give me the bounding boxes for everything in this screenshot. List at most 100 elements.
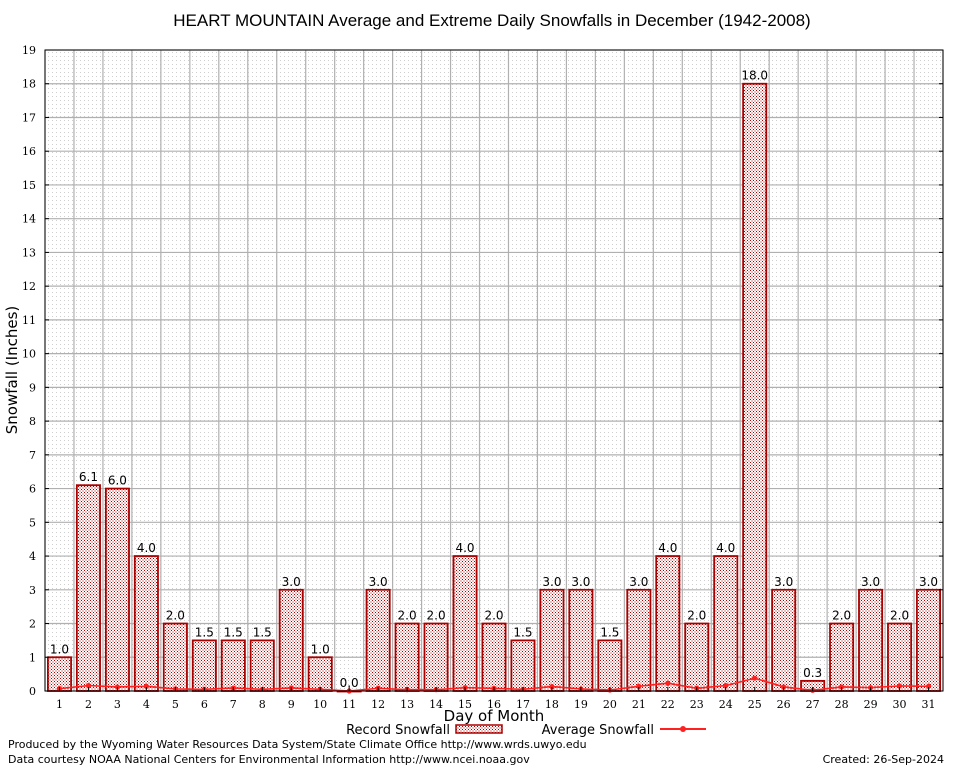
x-tick-label: 8 [259, 698, 266, 711]
record-bar [597, 639, 623, 692]
bar-value-label: 6.0 [108, 474, 127, 488]
average-point [752, 675, 758, 681]
y-tick-label: 14 [22, 213, 36, 226]
x-tick-label: 30 [893, 698, 907, 711]
bar-value-label: 1.0 [311, 642, 330, 656]
x-tick-label: 26 [777, 698, 791, 711]
y-tick-label: 1 [29, 651, 36, 664]
record-bar [278, 588, 304, 692]
y-tick-label: 8 [29, 415, 36, 428]
average-point [781, 684, 787, 690]
record-bar [307, 656, 333, 692]
bar-value-label: 0.0 [340, 676, 359, 690]
record-bar [916, 588, 942, 692]
bar-value-label: 3.0 [861, 575, 880, 589]
bar-value-label: 3.0 [571, 575, 590, 589]
record-bar [829, 622, 855, 692]
bar-value-label: 2.0 [166, 609, 185, 623]
average-point [549, 684, 555, 690]
y-tick-label: 16 [22, 145, 36, 158]
x-tick-label: 16 [487, 698, 501, 711]
bar-value-label: 1.0 [50, 642, 69, 656]
x-tick-label: 31 [922, 698, 936, 711]
bar-value-label: 6.1 [79, 470, 98, 484]
bar-value-label: 3.0 [629, 575, 648, 589]
record-bar [655, 555, 681, 692]
y-tick-label: 6 [29, 483, 36, 496]
created-date: Created: 26-Sep-2024 [822, 753, 944, 766]
x-tick-label: 29 [864, 698, 878, 711]
x-tick-label: 18 [545, 698, 559, 711]
average-point [925, 683, 932, 689]
bar-value-label: 2.0 [890, 609, 909, 623]
bar-value-label: 0.3 [803, 666, 822, 680]
legend-swatch-record [455, 724, 503, 734]
bar-value-label: 1.5 [224, 625, 243, 639]
x-tick-label: 1 [56, 698, 63, 711]
y-tick-label: 12 [22, 280, 36, 293]
x-tick-label: 3 [114, 698, 121, 711]
x-tick-label: 22 [661, 698, 675, 711]
y-tick-label: 19 [22, 44, 36, 57]
plot-area [45, 50, 943, 691]
bar-value-label: 1.5 [513, 625, 532, 639]
record-bar [220, 639, 246, 692]
x-axis-label: Day of Month [444, 707, 545, 725]
record-bar [684, 622, 710, 692]
legend: Record Snowfall Average Snowfall [346, 723, 706, 738]
bar-value-label: 4.0 [455, 541, 474, 555]
average-point [85, 683, 92, 689]
bar-value-label: 1.5 [195, 625, 214, 639]
record-bar [365, 588, 391, 692]
y-axis-label: Snowfall (Inches) [3, 306, 21, 434]
legend-label-record: Record Snowfall [346, 723, 450, 738]
x-tick-label: 7 [230, 698, 237, 711]
x-tick-label: 4 [143, 698, 150, 711]
average-point [665, 680, 671, 686]
y-tick-label: 5 [29, 516, 36, 529]
y-tick-label: 18 [22, 78, 36, 91]
record-bar [452, 555, 478, 692]
record-bar [539, 588, 565, 692]
x-tick-label: 27 [806, 698, 820, 711]
record-bar [46, 656, 72, 692]
credit-produced-by: Produced by the Wyoming Water Resources … [8, 738, 587, 751]
x-tick-label: 10 [313, 698, 327, 711]
bar-value-label: 4.0 [137, 541, 156, 555]
y-tick-label: 15 [22, 179, 36, 192]
x-tick-label: 17 [516, 698, 530, 711]
record-bar [162, 622, 188, 692]
y-tick-label: 11 [22, 314, 36, 327]
bar-value-label: 3.0 [774, 575, 793, 589]
average-point [839, 684, 845, 690]
record-bar [626, 588, 652, 692]
record-bar [713, 555, 739, 692]
x-tick-label: 6 [201, 698, 208, 711]
bar-value-label: 4.0 [658, 541, 677, 555]
average-point [636, 683, 642, 689]
x-tick-label: 20 [603, 698, 617, 711]
y-tick-label: 4 [29, 550, 36, 563]
bar-value-label: 2.0 [484, 609, 503, 623]
average-point [143, 683, 149, 689]
bar-value-label: 3.0 [542, 575, 561, 589]
bar-value-label: 4.0 [716, 541, 735, 555]
bar-value-label: 2.0 [687, 609, 706, 623]
bar-value-label: 1.5 [600, 625, 619, 639]
y-tick-label: 17 [22, 111, 36, 124]
y-tick-label: 3 [29, 584, 36, 597]
x-tick-label: 12 [371, 698, 385, 711]
y-tick-label: 7 [29, 449, 36, 462]
x-tick-label: 15 [458, 698, 472, 711]
bar-value-label: 3.0 [369, 575, 388, 589]
record-bar [742, 82, 768, 692]
record-bar [191, 639, 217, 692]
bar-value-label: 2.0 [832, 609, 851, 623]
record-bar [104, 487, 130, 692]
record-bar [75, 484, 101, 692]
y-tick-label: 10 [22, 348, 36, 361]
record-bar [133, 555, 159, 692]
x-tick-label: 28 [835, 698, 849, 711]
legend-label-average: Average Snowfall [542, 723, 654, 738]
